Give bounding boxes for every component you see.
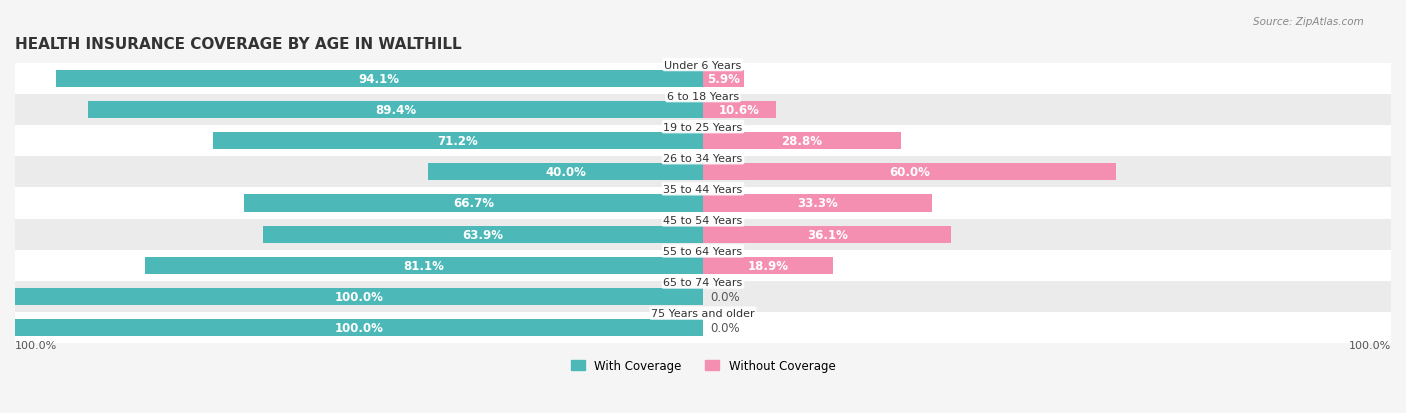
Bar — [427, 164, 703, 181]
Bar — [15, 188, 1391, 219]
Text: 100.0%: 100.0% — [335, 321, 384, 334]
Text: 5.9%: 5.9% — [707, 73, 740, 86]
Bar — [703, 226, 952, 243]
Text: Source: ZipAtlas.com: Source: ZipAtlas.com — [1253, 17, 1364, 26]
Text: 40.0%: 40.0% — [546, 166, 586, 179]
Text: 100.0%: 100.0% — [15, 340, 58, 351]
Text: 36.1%: 36.1% — [807, 228, 848, 241]
Bar — [15, 219, 1391, 250]
Text: 18.9%: 18.9% — [748, 259, 789, 272]
Text: 33.3%: 33.3% — [797, 197, 838, 210]
Text: 0.0%: 0.0% — [710, 321, 740, 334]
Text: 75 Years and older: 75 Years and older — [651, 309, 755, 318]
Bar — [263, 226, 703, 243]
Text: 100.0%: 100.0% — [335, 290, 384, 303]
Bar — [15, 288, 703, 305]
Legend: With Coverage, Without Coverage: With Coverage, Without Coverage — [565, 355, 841, 377]
Text: 28.8%: 28.8% — [782, 135, 823, 148]
Bar — [15, 281, 1391, 312]
Bar — [15, 312, 1391, 343]
Bar — [245, 195, 703, 212]
Bar — [703, 133, 901, 150]
Text: 71.2%: 71.2% — [437, 135, 478, 148]
Text: 10.6%: 10.6% — [718, 104, 759, 117]
Bar — [56, 71, 703, 88]
Bar — [15, 64, 1391, 95]
Text: 63.9%: 63.9% — [463, 228, 503, 241]
Bar — [214, 133, 703, 150]
Text: 81.1%: 81.1% — [404, 259, 444, 272]
Text: 65 to 74 Years: 65 to 74 Years — [664, 278, 742, 287]
Bar — [703, 102, 776, 119]
Text: 45 to 54 Years: 45 to 54 Years — [664, 215, 742, 225]
Text: 26 to 34 Years: 26 to 34 Years — [664, 153, 742, 164]
Bar — [15, 126, 1391, 157]
Text: 100.0%: 100.0% — [1348, 340, 1391, 351]
Text: 0.0%: 0.0% — [710, 290, 740, 303]
Text: 94.1%: 94.1% — [359, 73, 399, 86]
Text: HEALTH INSURANCE COVERAGE BY AGE IN WALTHILL: HEALTH INSURANCE COVERAGE BY AGE IN WALT… — [15, 37, 461, 52]
Text: 19 to 25 Years: 19 to 25 Years — [664, 122, 742, 133]
Bar — [15, 250, 1391, 281]
Bar — [703, 164, 1116, 181]
Bar — [703, 257, 832, 274]
Text: 66.7%: 66.7% — [453, 197, 494, 210]
Bar — [703, 71, 744, 88]
Text: Under 6 Years: Under 6 Years — [665, 60, 741, 70]
Bar — [15, 95, 1391, 126]
Bar — [145, 257, 703, 274]
Bar — [89, 102, 703, 119]
Bar — [703, 195, 932, 212]
Text: 60.0%: 60.0% — [889, 166, 929, 179]
Text: 55 to 64 Years: 55 to 64 Years — [664, 247, 742, 256]
Text: 6 to 18 Years: 6 to 18 Years — [666, 91, 740, 101]
Text: 35 to 44 Years: 35 to 44 Years — [664, 184, 742, 195]
Bar — [15, 319, 703, 336]
Text: 89.4%: 89.4% — [375, 104, 416, 117]
Bar — [15, 157, 1391, 188]
